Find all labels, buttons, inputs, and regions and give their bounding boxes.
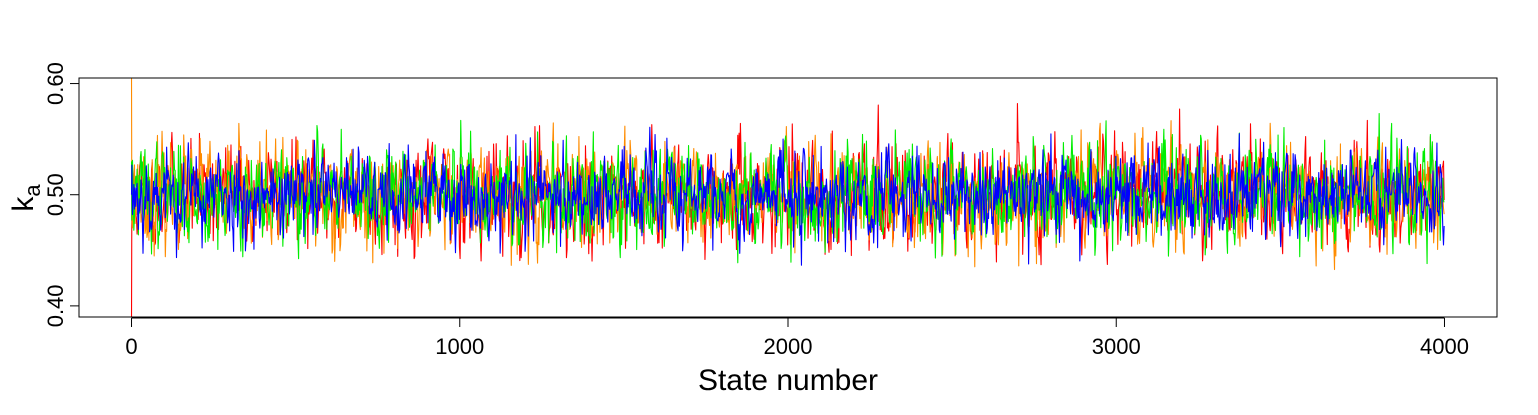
x-tick-label: 0 — [125, 334, 137, 359]
series-layer — [130, 77, 1445, 318]
x-axis: 0 1000 2000 3000 4000 — [125, 317, 1469, 359]
y-tick-label: 0.40 — [43, 284, 68, 327]
y-tick-label: 0.60 — [43, 62, 68, 105]
svg-text:ka: ka — [7, 184, 45, 212]
series-line — [130, 126, 1445, 266]
x-tick-label: 4000 — [1420, 334, 1469, 359]
y-axis-title-subscript: a — [20, 184, 45, 197]
y-axis: 0.40 0.50 0.60 — [43, 62, 80, 327]
y-axis-title: ka — [7, 184, 45, 212]
x-tick-label: 1000 — [435, 334, 484, 359]
y-tick-label: 0.50 — [43, 173, 68, 216]
x-tick-label: 3000 — [1092, 334, 1141, 359]
x-tick-label: 2000 — [764, 334, 813, 359]
y-axis-title-main: k — [7, 196, 40, 212]
x-axis-title: State number — [698, 364, 878, 397]
